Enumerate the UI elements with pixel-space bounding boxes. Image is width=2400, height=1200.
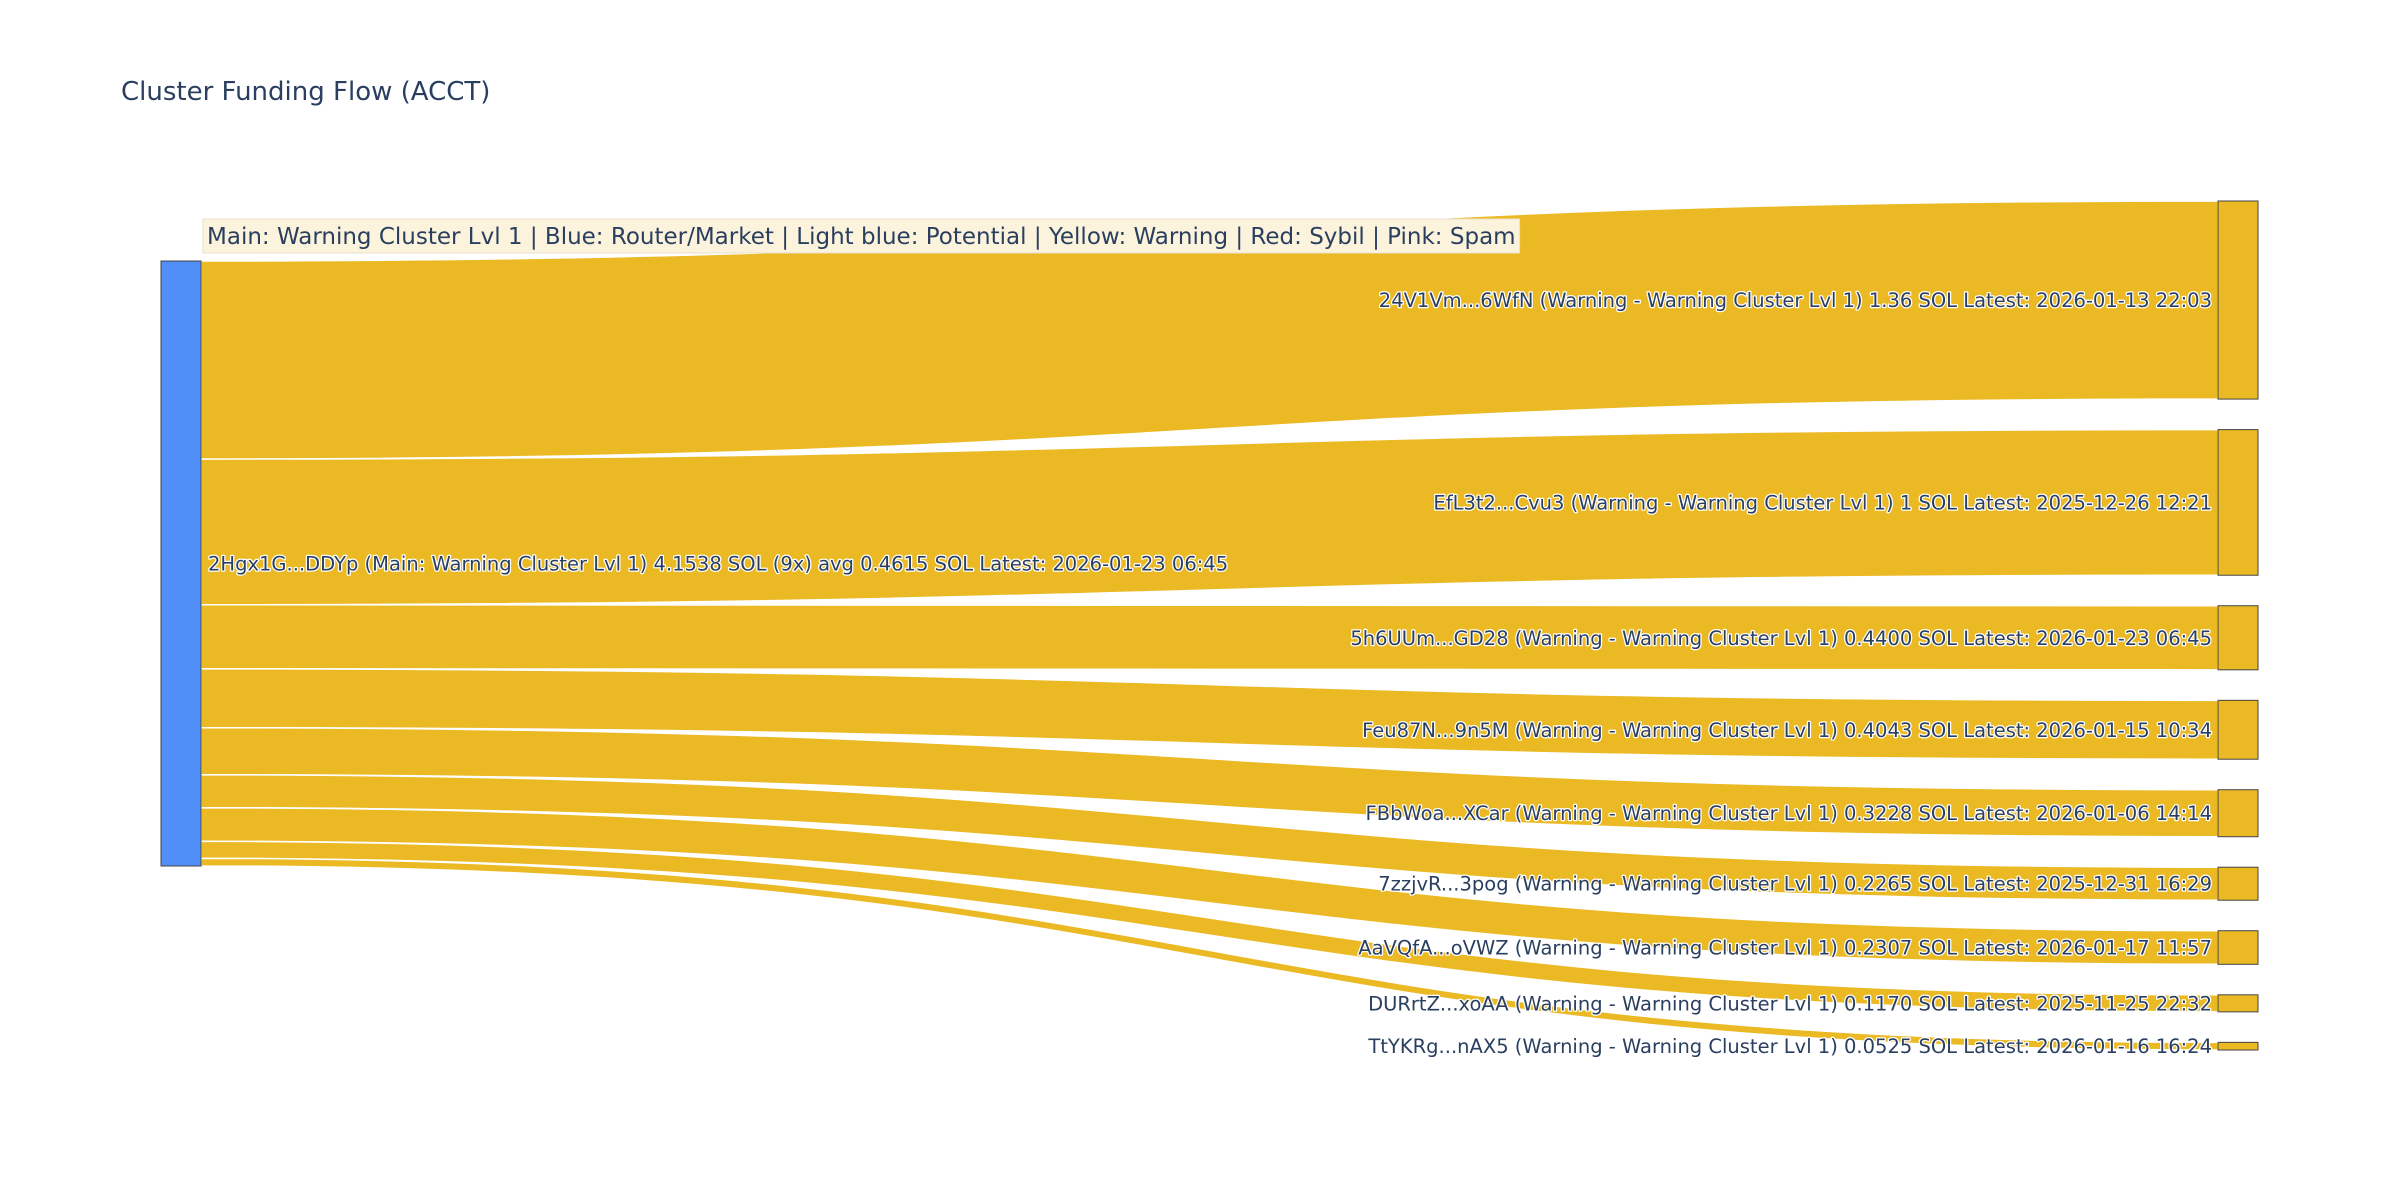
target-node-3[interactable] xyxy=(2217,605,2259,671)
target-node-9[interactable] xyxy=(2217,1041,2259,1051)
target-node-label-1: 24V1Vm...6WfN (Warning - Warning Cluster… xyxy=(1379,289,2212,312)
source-node[interactable] xyxy=(160,260,202,867)
legend-note-background xyxy=(202,218,1521,254)
target-node-label-8: DURrtZ...xoAA (Warning - Warning Cluster… xyxy=(1368,992,2212,1015)
legend-note: Main: Warning Cluster Lvl 1 | Blue: Rout… xyxy=(202,218,1521,254)
nodes-layer xyxy=(160,200,2259,1051)
target-node-8[interactable] xyxy=(2217,994,2259,1013)
target-node-label-9: TtYKRg...nAX5 (Warning - Warning Cluster… xyxy=(1367,1035,2212,1058)
target-node-label-2: EfL3t2...Cvu3 (Warning - Warning Cluster… xyxy=(1433,491,2212,514)
target-node-4[interactable] xyxy=(2217,699,2259,760)
target-node-1[interactable] xyxy=(2217,200,2259,400)
legend-note-text: Main: Warning Cluster Lvl 1 | Blue: Rout… xyxy=(207,224,1516,250)
target-node-6[interactable] xyxy=(2217,866,2259,901)
target-node-label-7: AaVQfA...oVWZ (Warning - Warning Cluster… xyxy=(1358,937,2212,960)
target-node-label-3: 5h6UUm...GD28 (Warning - Warning Cluster… xyxy=(1350,627,2212,650)
chart-title: Cluster Funding Flow (ACCT) xyxy=(121,77,490,107)
target-node-2[interactable] xyxy=(2217,429,2259,576)
labels-layer: 24V1Vm...6WfN (Warning - Warning Cluster… xyxy=(207,288,2214,1060)
source-node-label: 2Hgx1G...DDYp (Main: Warning Cluster Lvl… xyxy=(208,553,1228,576)
links-layer xyxy=(200,200,2219,1051)
target-node-label-4: Feu87N...9n5M (Warning - Warning Cluster… xyxy=(1362,719,2212,742)
target-node-7[interactable] xyxy=(2217,930,2259,965)
target-node-label-6: 7zzjvR...3pog (Warning - Warning Cluster… xyxy=(1378,873,2212,896)
target-node-label-5: FBbWoa...XCar (Warning - Warning Cluster… xyxy=(1366,802,2213,825)
target-node-5[interactable] xyxy=(2217,789,2259,838)
